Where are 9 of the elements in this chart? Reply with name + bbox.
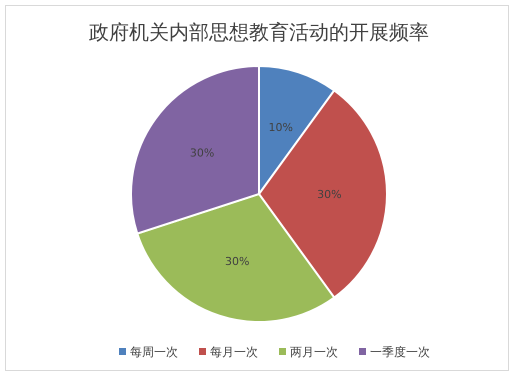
data-label: 30%	[190, 146, 214, 160]
legend-label: 两月一次	[290, 345, 338, 360]
legend-label: 每周一次	[130, 345, 178, 360]
data-label: 30%	[317, 188, 342, 201]
chart-title: 政府机关内部思想教育活动的开展频率	[89, 20, 429, 44]
legend-label: 一季度一次	[370, 345, 430, 360]
legend-label: 每月一次	[210, 345, 258, 360]
data-label: 10%	[268, 120, 293, 134]
data-label: 30%	[225, 254, 250, 268]
